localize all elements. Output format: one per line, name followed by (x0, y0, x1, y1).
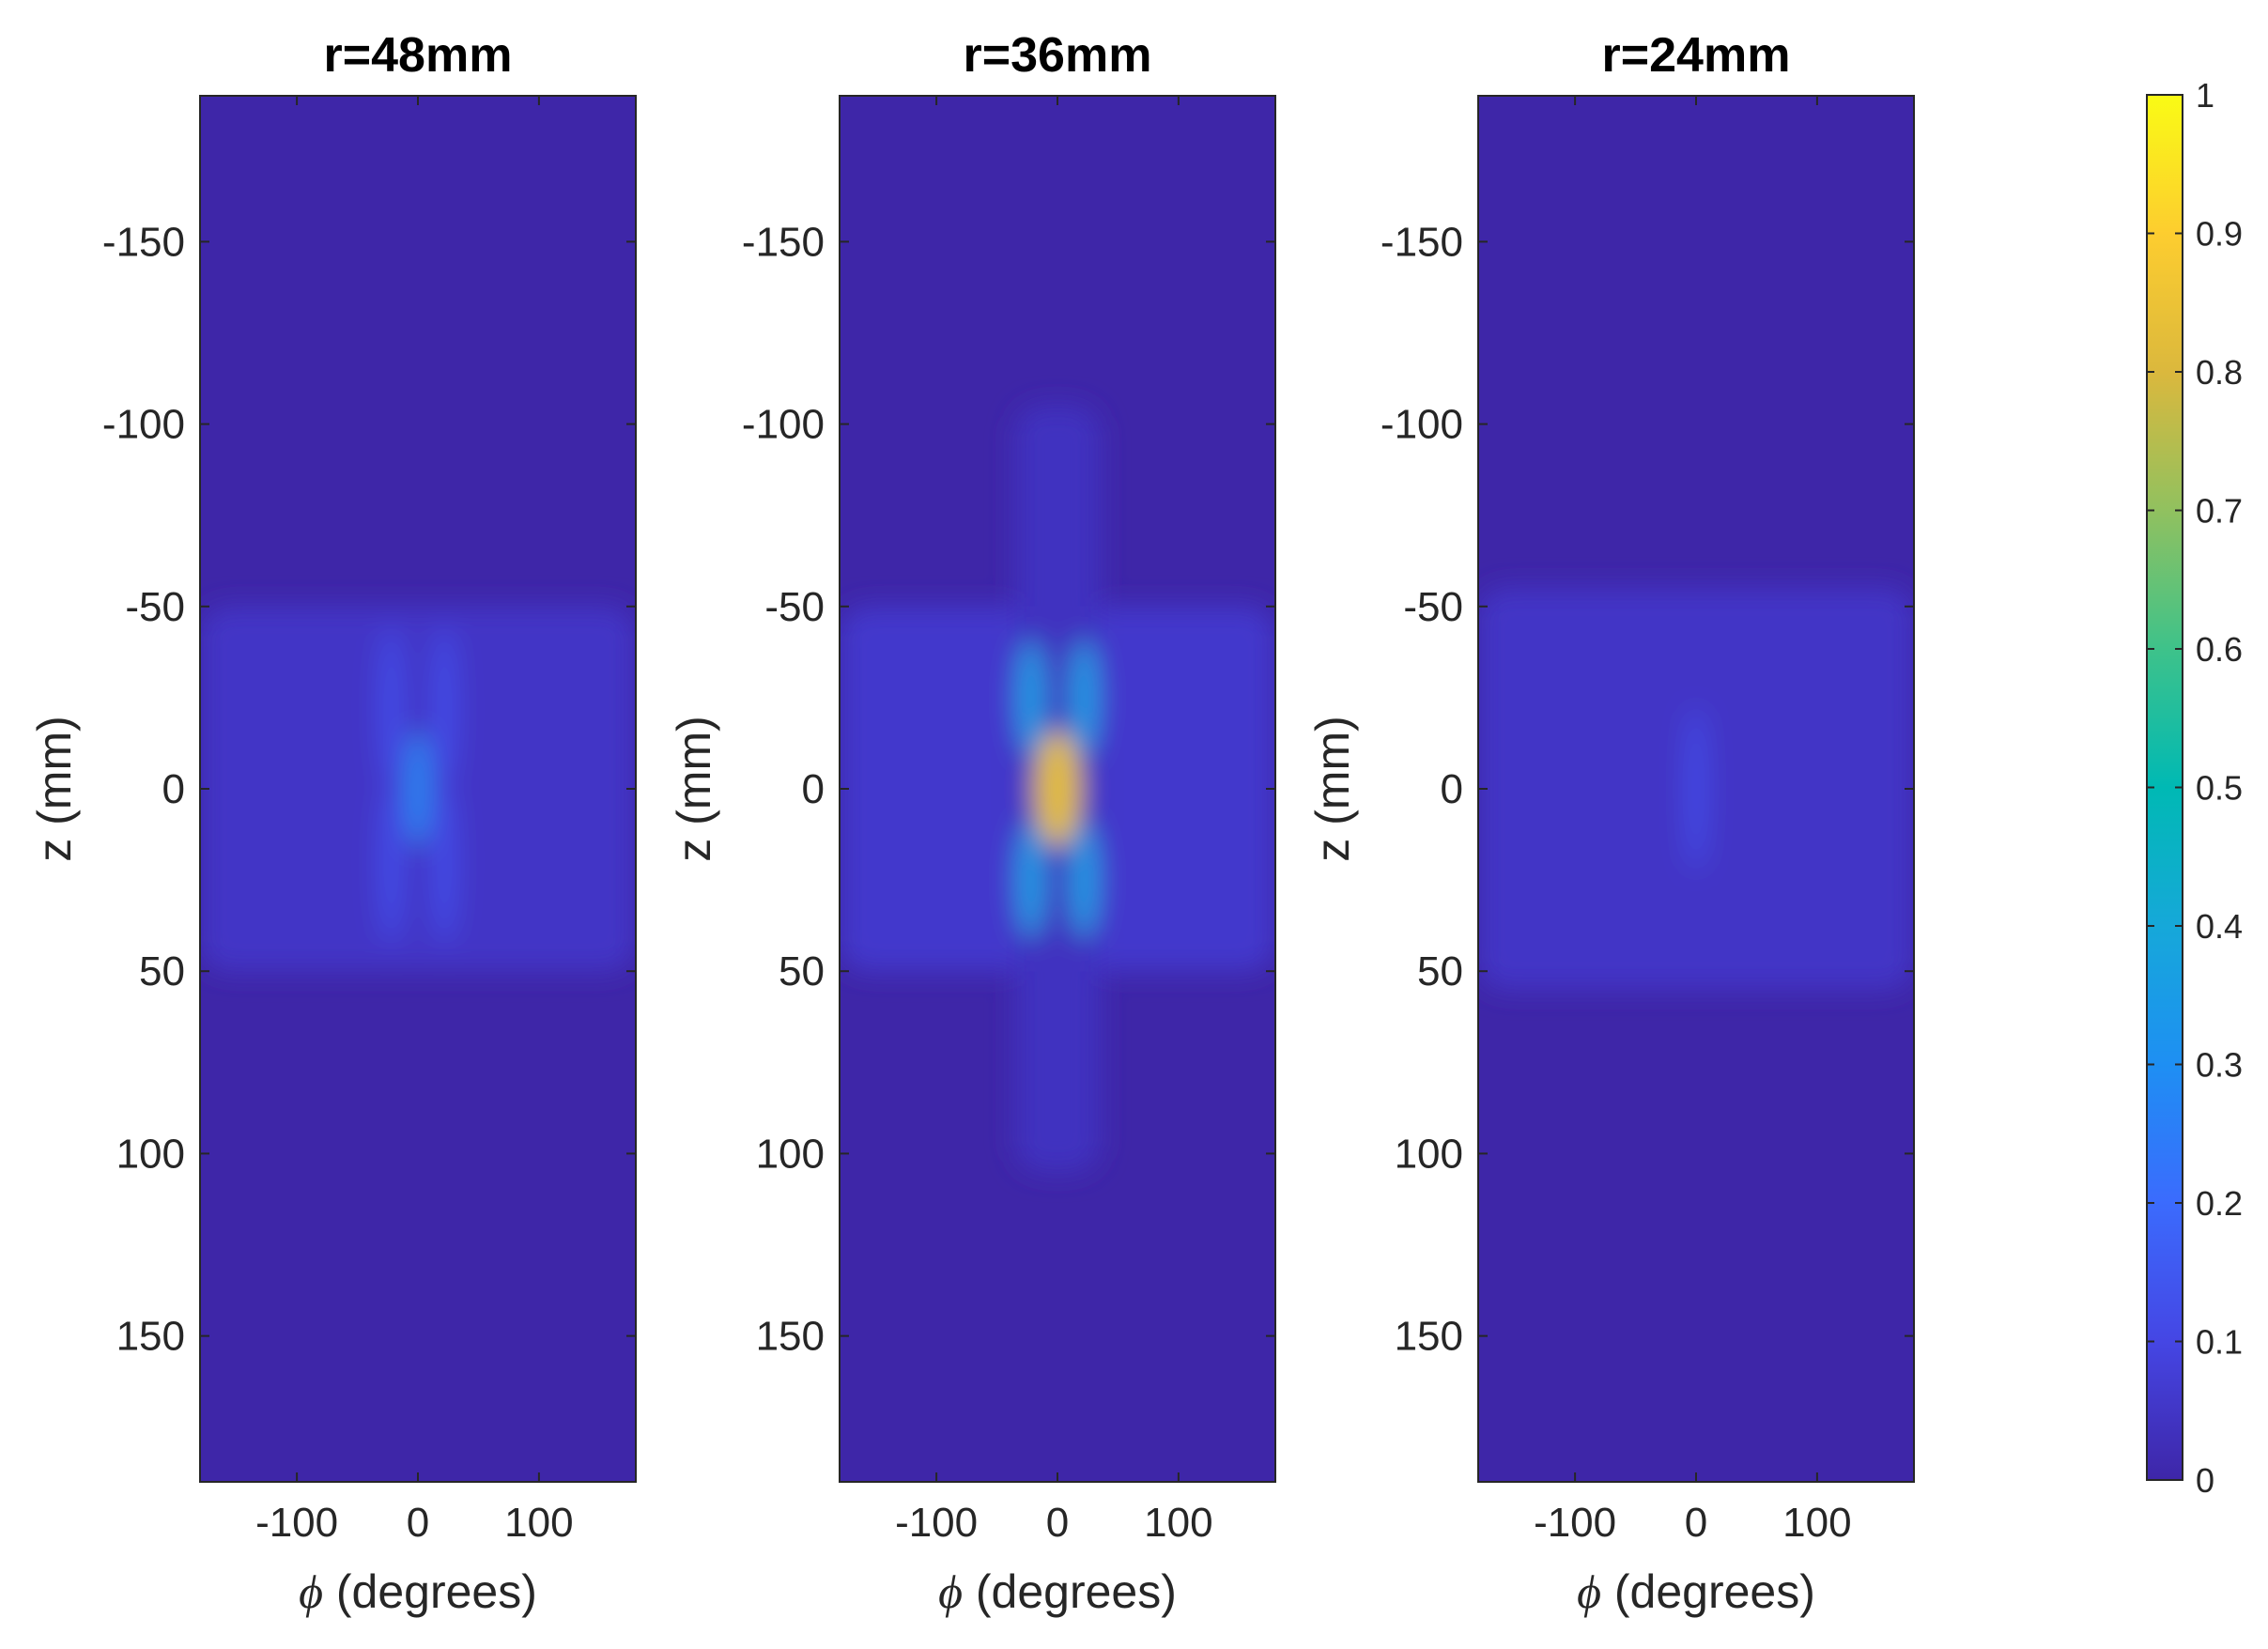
panel-title: r=36mm (964, 28, 1152, 83)
heatmap-panel-2: -150 -100 -50 0 50 100 150 -100 0 100 r=36mm ϕ (deg… (668, 28, 1276, 1618)
colorbar-tick-label: 0.8 (2196, 353, 2243, 392)
y-tick-label: 100 (756, 1131, 825, 1177)
colorbar-tick-label: 0.1 (2196, 1323, 2243, 1362)
heatmap-spot (1686, 706, 1706, 871)
x-tick-label: 100 (1144, 1500, 1212, 1546)
heatmap-panel-1: -150 -100 -50 0 50 100 150 -100 0 100 r=48mm ϕ (deg… (28, 28, 637, 1618)
y-tick-label: 150 (756, 1314, 825, 1360)
heatmap-spot (1070, 639, 1098, 757)
y-axis-label: z (mm) (28, 716, 81, 862)
y-tick-label: -150 (742, 219, 825, 265)
heatmap-panel-3: -150 -100 -50 0 50 100 150 -100 0 100 r=24mm ϕ (deg… (1306, 28, 1915, 1618)
y-tick-label: -150 (1381, 219, 1463, 265)
y-tick-label: -100 (742, 402, 825, 448)
colorbar-tick-label: 0 (2196, 1461, 2214, 1500)
colorbar-tick-label: 0.4 (2196, 907, 2243, 946)
y-axis-label: z (mm) (668, 716, 720, 862)
panel-title: r=48mm (324, 28, 513, 83)
x-tick-label: -100 (1534, 1500, 1616, 1546)
colorbar-tick-label: 0.2 (2196, 1184, 2243, 1223)
y-tick-label: 150 (1395, 1314, 1463, 1360)
y-tick-label: -50 (1403, 584, 1463, 630)
x-axis-label: ϕ (degrees) (1577, 1565, 1815, 1618)
x-axis-label: ϕ (degrees) (299, 1565, 537, 1618)
y-tick-label: -100 (102, 402, 185, 448)
x-tick-label: 0 (1685, 1500, 1707, 1546)
x-tick-label: 100 (1782, 1500, 1851, 1546)
heatmap-spot (432, 626, 456, 791)
heatmap-spot (1070, 821, 1098, 939)
x-tick-label: -100 (895, 1500, 978, 1546)
y-tick-label: -50 (764, 584, 825, 630)
colorbar-tick-label: 1 (2196, 76, 2214, 115)
heatmap-spot (406, 730, 430, 848)
heatmap-spot (1017, 639, 1045, 757)
x-axis-label: ϕ (degrees) (938, 1565, 1177, 1618)
y-tick-label: 0 (1441, 766, 1463, 812)
heatmap-spot (379, 779, 404, 944)
y-tick-label: -100 (1381, 402, 1463, 448)
colorbar-tick-label: 0.3 (2196, 1046, 2243, 1085)
y-tick-label: 50 (139, 948, 185, 994)
x-tick-label: 0 (1046, 1500, 1069, 1546)
panel-title: r=24mm (1602, 28, 1791, 83)
x-tick-label: -100 (255, 1500, 338, 1546)
x-tick-label: 100 (504, 1500, 573, 1546)
y-tick-label: -150 (102, 219, 185, 265)
y-tick-label: 100 (1395, 1131, 1463, 1177)
y-tick-label: 50 (779, 948, 825, 994)
heatmap-spot (1034, 730, 1081, 848)
heatmap-spot (432, 779, 456, 944)
colorbar-tick-label: 0.6 (2196, 630, 2243, 669)
y-tick-label: 100 (116, 1131, 185, 1177)
heatmap-spot (1017, 821, 1045, 939)
y-tick-label: -50 (125, 584, 185, 630)
y-tick-label: 150 (116, 1314, 185, 1360)
y-axis-label: z (mm) (1306, 716, 1359, 862)
colorbar-tick-label: 0.5 (2196, 769, 2243, 808)
colorbar-tick-label: 0.9 (2196, 215, 2243, 254)
y-tick-label: 50 (1417, 948, 1463, 994)
colorbar: 0 0.1 0.2 0.3 0.4 0.5 0.6 0.7 0.8 0.9 1 (2146, 76, 2243, 1500)
heatmap-spot (379, 626, 404, 791)
y-tick-label: 0 (162, 766, 185, 812)
colorbar-tick-label: 0.7 (2196, 492, 2243, 531)
x-tick-label: 0 (407, 1500, 429, 1546)
y-tick-label: 0 (802, 766, 825, 812)
